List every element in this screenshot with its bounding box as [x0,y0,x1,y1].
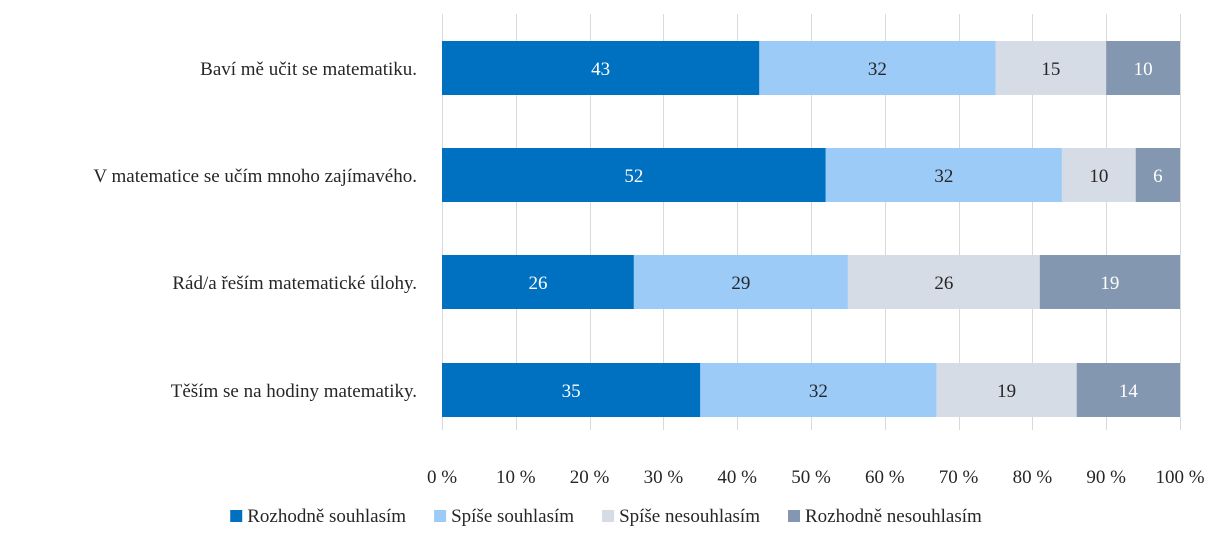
bar-segment [995,41,1107,95]
legend-swatch [230,510,243,522]
data-label: 10 [1089,166,1108,187]
x-tick-label: 20 % [570,467,610,488]
legend-swatch [602,510,615,522]
legend-swatch [787,510,800,522]
legend-label: Spíše nesouhlasím [619,506,760,527]
data-label: 15 [1041,59,1060,80]
bar-segment [936,363,1077,417]
bar-segment [442,363,701,417]
data-label: 52 [624,166,643,187]
data-label: 10 [1134,59,1153,80]
bar-segment [1039,255,1180,309]
data-label: 6 [1153,166,1163,187]
legend-label: Spíše souhlasím [451,506,574,527]
bar-segment [1135,148,1180,202]
data-label: 19 [997,381,1016,402]
data-label: 14 [1119,381,1139,402]
bar-segment [1106,41,1180,95]
bar-segment [1061,148,1136,202]
x-tick-label: 40 % [717,467,757,488]
legend-swatch [434,510,447,522]
x-tick-label: 90 % [1086,467,1126,488]
data-label: 26 [934,273,953,294]
bar-segment [442,148,826,202]
data-label: 32 [868,59,887,80]
x-tick-label: 50 % [791,467,831,488]
x-tick-label: 80 % [1013,467,1053,488]
data-label: 19 [1100,273,1119,294]
bar-segment [759,41,996,95]
category-label: V matematice se učím mnoho zajímavého. [93,166,417,187]
legend: Rozhodně souhlasím Spíše souhlasím Spíše n… [230,506,982,527]
data-label: 26 [528,273,547,294]
x-tick-label: 70 % [939,467,979,488]
bar-segment [633,255,848,309]
x-tick-label: 10 % [496,467,536,488]
data-label: 32 [934,166,953,187]
x-tick-label: 100 % [1155,467,1204,488]
category-label: Rád/a řeším matematické úlohy. [172,273,417,294]
category-labels: Baví mě učit se matematiku. V matematice … [93,59,417,402]
category-label: Baví mě učit se matematiku. [200,59,417,80]
bar-segment [1076,363,1180,417]
x-tick-label: 30 % [644,467,684,488]
x-tick-label: 60 % [865,467,905,488]
legend-label: Rozhodně souhlasím [247,506,406,527]
bar-segment [825,148,1062,202]
bars: 43 32 15 10 52 32 10 6 26 29 26 19 35 32 19 14 [442,41,1180,417]
data-label: 32 [809,381,828,402]
category-label: Těším se na hodiny matematiky. [171,381,417,402]
data-label: 35 [562,381,581,402]
bar-segment [442,41,760,95]
data-label: 29 [731,273,750,294]
bar-segment [847,255,1040,309]
x-axis-tick-labels: 0 % 10 % 20 % 30 % 40 % 50 % 60 % 70 % 80 % 90 % 1… [427,467,1205,488]
legend-label: Rozhodně nesouhlasím [805,506,982,527]
data-label: 43 [591,59,610,80]
bar-segment [700,363,937,417]
bar-segment [442,255,634,309]
x-tick-label: 0 % [427,467,457,488]
